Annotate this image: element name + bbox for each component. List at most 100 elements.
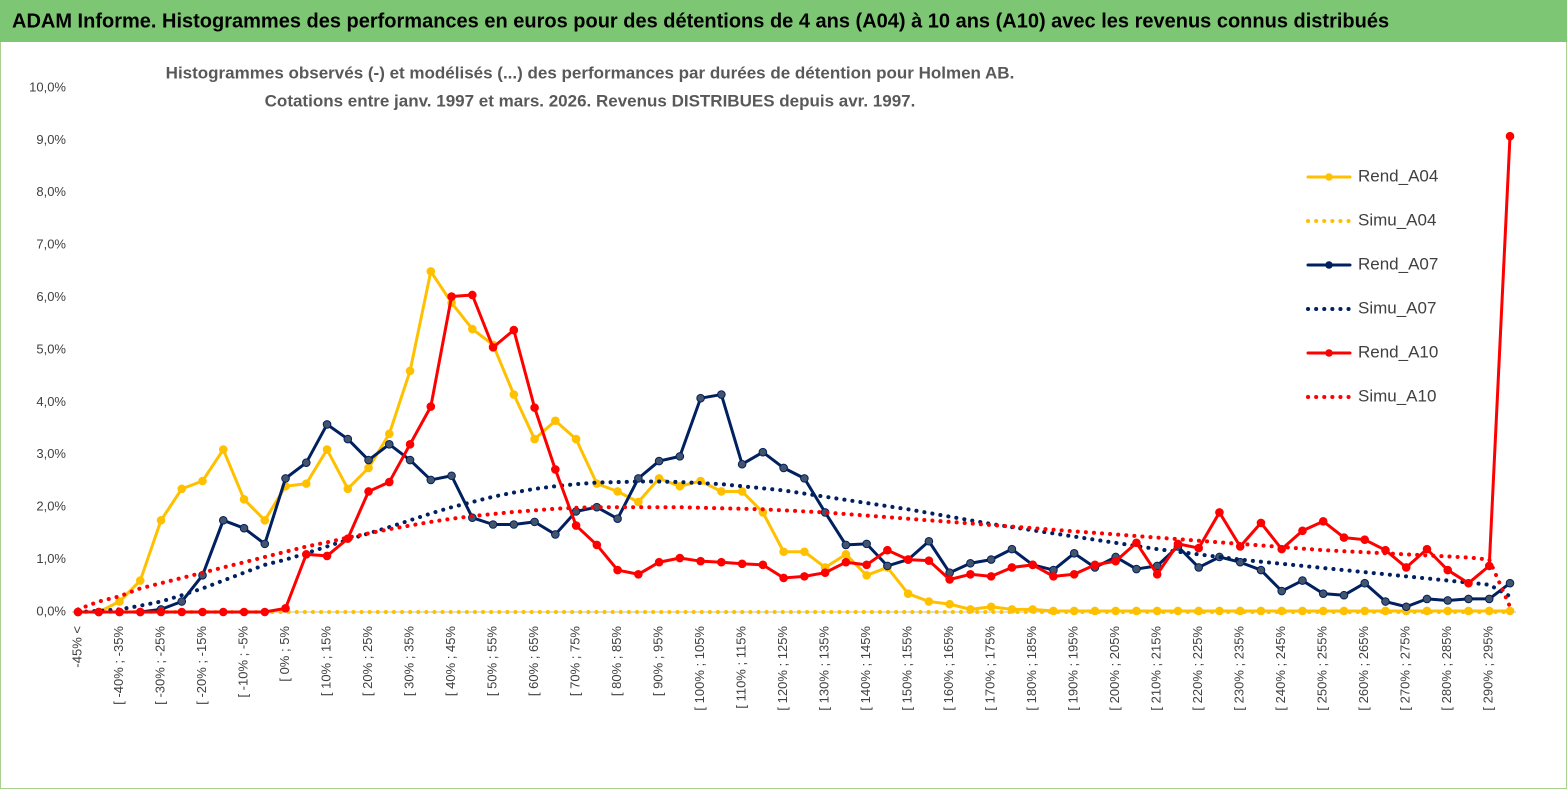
y-tick-label: 5,0% xyxy=(36,341,66,356)
x-tick-label: [ 220% ; 225% xyxy=(1190,626,1205,711)
y-tick-label: 1,0% xyxy=(36,551,66,566)
data-point xyxy=(1028,560,1037,570)
x-tick-label: [ 80% ; 85% xyxy=(609,626,624,697)
data-point xyxy=(1360,535,1370,544)
data-point xyxy=(800,572,809,581)
x-tick-label: [ 250% ; 255% xyxy=(1315,626,1330,711)
data-point xyxy=(1422,594,1432,604)
data-point xyxy=(1277,586,1287,596)
x-tick-label: [ -30% ; -25% xyxy=(152,626,167,705)
data-point xyxy=(717,390,726,399)
y-tick-label: 0,0% xyxy=(36,603,66,618)
data-point xyxy=(301,550,311,559)
data-point xyxy=(322,420,332,429)
data-point xyxy=(883,561,892,571)
data-point xyxy=(717,557,726,567)
series-line xyxy=(76,505,1512,612)
x-tick-label: [ 120% ; 125% xyxy=(775,626,790,711)
data-point xyxy=(1152,569,1162,579)
data-point xyxy=(447,471,456,481)
x-tick-label: [ 100% ; 105% xyxy=(692,626,707,711)
data-point xyxy=(468,324,477,334)
banner-bg xyxy=(0,0,1567,42)
data-point xyxy=(177,484,187,494)
data-point xyxy=(239,523,249,533)
x-tick-label: [ 180% ; 185% xyxy=(1024,626,1039,711)
data-point xyxy=(675,481,685,491)
x-tick-label: [ -20% ; -15% xyxy=(194,626,209,705)
data-point xyxy=(945,599,954,609)
data-point xyxy=(115,607,124,617)
x-tick-label: [ 270% ; 275% xyxy=(1398,626,1413,711)
data-point xyxy=(1111,556,1120,566)
x-tick-label: [ 0% ; 5% xyxy=(277,626,292,682)
data-point xyxy=(737,559,747,569)
data-point xyxy=(551,465,560,474)
data-point xyxy=(426,267,436,276)
chart-subtitle: Cotations entre janv. 1997 et mars. 2026… xyxy=(265,91,916,110)
data-point xyxy=(1132,538,1141,548)
data-point xyxy=(1194,563,1203,572)
data-point xyxy=(1318,589,1328,598)
data-point xyxy=(1069,569,1079,579)
data-point xyxy=(1484,594,1494,604)
data-point xyxy=(800,474,809,483)
x-tick-label: [ 230% ; 235% xyxy=(1232,626,1247,711)
data-point xyxy=(945,575,954,584)
data-point xyxy=(903,555,913,564)
legend-marker xyxy=(1325,261,1333,269)
data-point xyxy=(779,573,788,583)
data-point xyxy=(509,325,519,335)
data-point xyxy=(717,487,726,496)
x-tick-label: [ 170% ; 175% xyxy=(983,626,998,711)
chart-title: Histogrammes observés (-) et modélisés (… xyxy=(166,63,1015,82)
x-tick-label: [ 30% ; 35% xyxy=(401,626,416,697)
data-point xyxy=(1464,594,1473,604)
data-point xyxy=(1505,131,1515,141)
data-point xyxy=(1401,602,1411,612)
legend-marker xyxy=(1325,173,1333,181)
data-point xyxy=(364,463,373,473)
x-tick-label: [ 130% ; 135% xyxy=(817,626,832,711)
data-point xyxy=(301,479,311,488)
y-tick-label: 10,0% xyxy=(29,79,66,94)
y-tick-label: 2,0% xyxy=(36,499,66,514)
data-point xyxy=(634,497,643,507)
x-tick-label: [ 20% ; 25% xyxy=(360,626,375,697)
data-point xyxy=(1443,565,1453,575)
data-point xyxy=(488,520,498,529)
x-tick-label: [ 150% ; 155% xyxy=(900,626,915,711)
data-point xyxy=(1318,517,1328,526)
data-point xyxy=(903,589,913,598)
data-point xyxy=(675,553,685,563)
data-point xyxy=(1339,590,1349,600)
data-point xyxy=(1339,533,1349,542)
data-point xyxy=(779,547,788,557)
legend-label: Rend_A10 xyxy=(1358,342,1438,361)
data-point xyxy=(1007,563,1017,572)
data-point xyxy=(1381,597,1390,606)
data-point xyxy=(924,536,934,546)
data-point xyxy=(966,558,975,568)
y-tick-label: 8,0% xyxy=(36,184,66,199)
series-line xyxy=(76,393,1512,614)
data-point xyxy=(385,477,394,487)
data-point xyxy=(820,568,830,578)
data-point xyxy=(696,393,705,403)
series-line xyxy=(76,269,1512,614)
data-point xyxy=(675,452,685,461)
data-point xyxy=(488,343,498,352)
data-point xyxy=(613,514,622,524)
data-point xyxy=(218,607,228,617)
data-point xyxy=(1298,526,1307,536)
data-point xyxy=(758,560,768,570)
data-point xyxy=(758,447,768,457)
data-point xyxy=(924,597,934,606)
data-point xyxy=(405,455,415,465)
data-point xyxy=(696,556,705,566)
legend-label: Simu_A10 xyxy=(1358,386,1436,405)
data-point xyxy=(218,516,228,525)
data-point xyxy=(966,569,975,579)
y-tick-label: 4,0% xyxy=(36,394,66,409)
